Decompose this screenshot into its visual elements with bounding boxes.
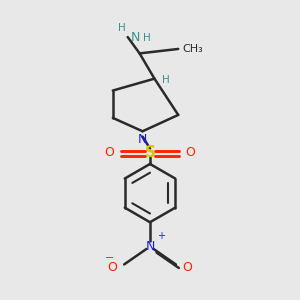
Text: H: H bbox=[162, 75, 169, 85]
Text: H: H bbox=[118, 22, 126, 33]
Text: CH₃: CH₃ bbox=[183, 44, 203, 54]
Text: O: O bbox=[183, 261, 193, 274]
Text: O: O bbox=[104, 146, 114, 160]
Text: O: O bbox=[107, 261, 117, 274]
Text: H: H bbox=[143, 33, 151, 43]
Text: N: N bbox=[131, 31, 140, 44]
Text: N: N bbox=[138, 133, 147, 146]
Text: S: S bbox=[145, 146, 155, 160]
Text: N: N bbox=[145, 240, 155, 253]
Text: +: + bbox=[158, 231, 165, 241]
Text: −: − bbox=[105, 253, 115, 263]
Text: O: O bbox=[186, 146, 196, 160]
